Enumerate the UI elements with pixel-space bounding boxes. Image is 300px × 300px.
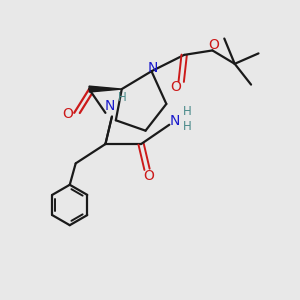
Polygon shape bbox=[89, 86, 122, 92]
Text: H: H bbox=[117, 92, 126, 104]
Text: N: N bbox=[148, 61, 158, 75]
Text: O: O bbox=[62, 107, 73, 121]
Text: H: H bbox=[183, 120, 192, 133]
Text: N: N bbox=[169, 114, 180, 128]
Text: O: O bbox=[143, 169, 154, 183]
Text: H: H bbox=[183, 105, 191, 118]
Text: N: N bbox=[105, 99, 115, 113]
Text: O: O bbox=[170, 80, 181, 94]
Text: O: O bbox=[208, 38, 219, 52]
